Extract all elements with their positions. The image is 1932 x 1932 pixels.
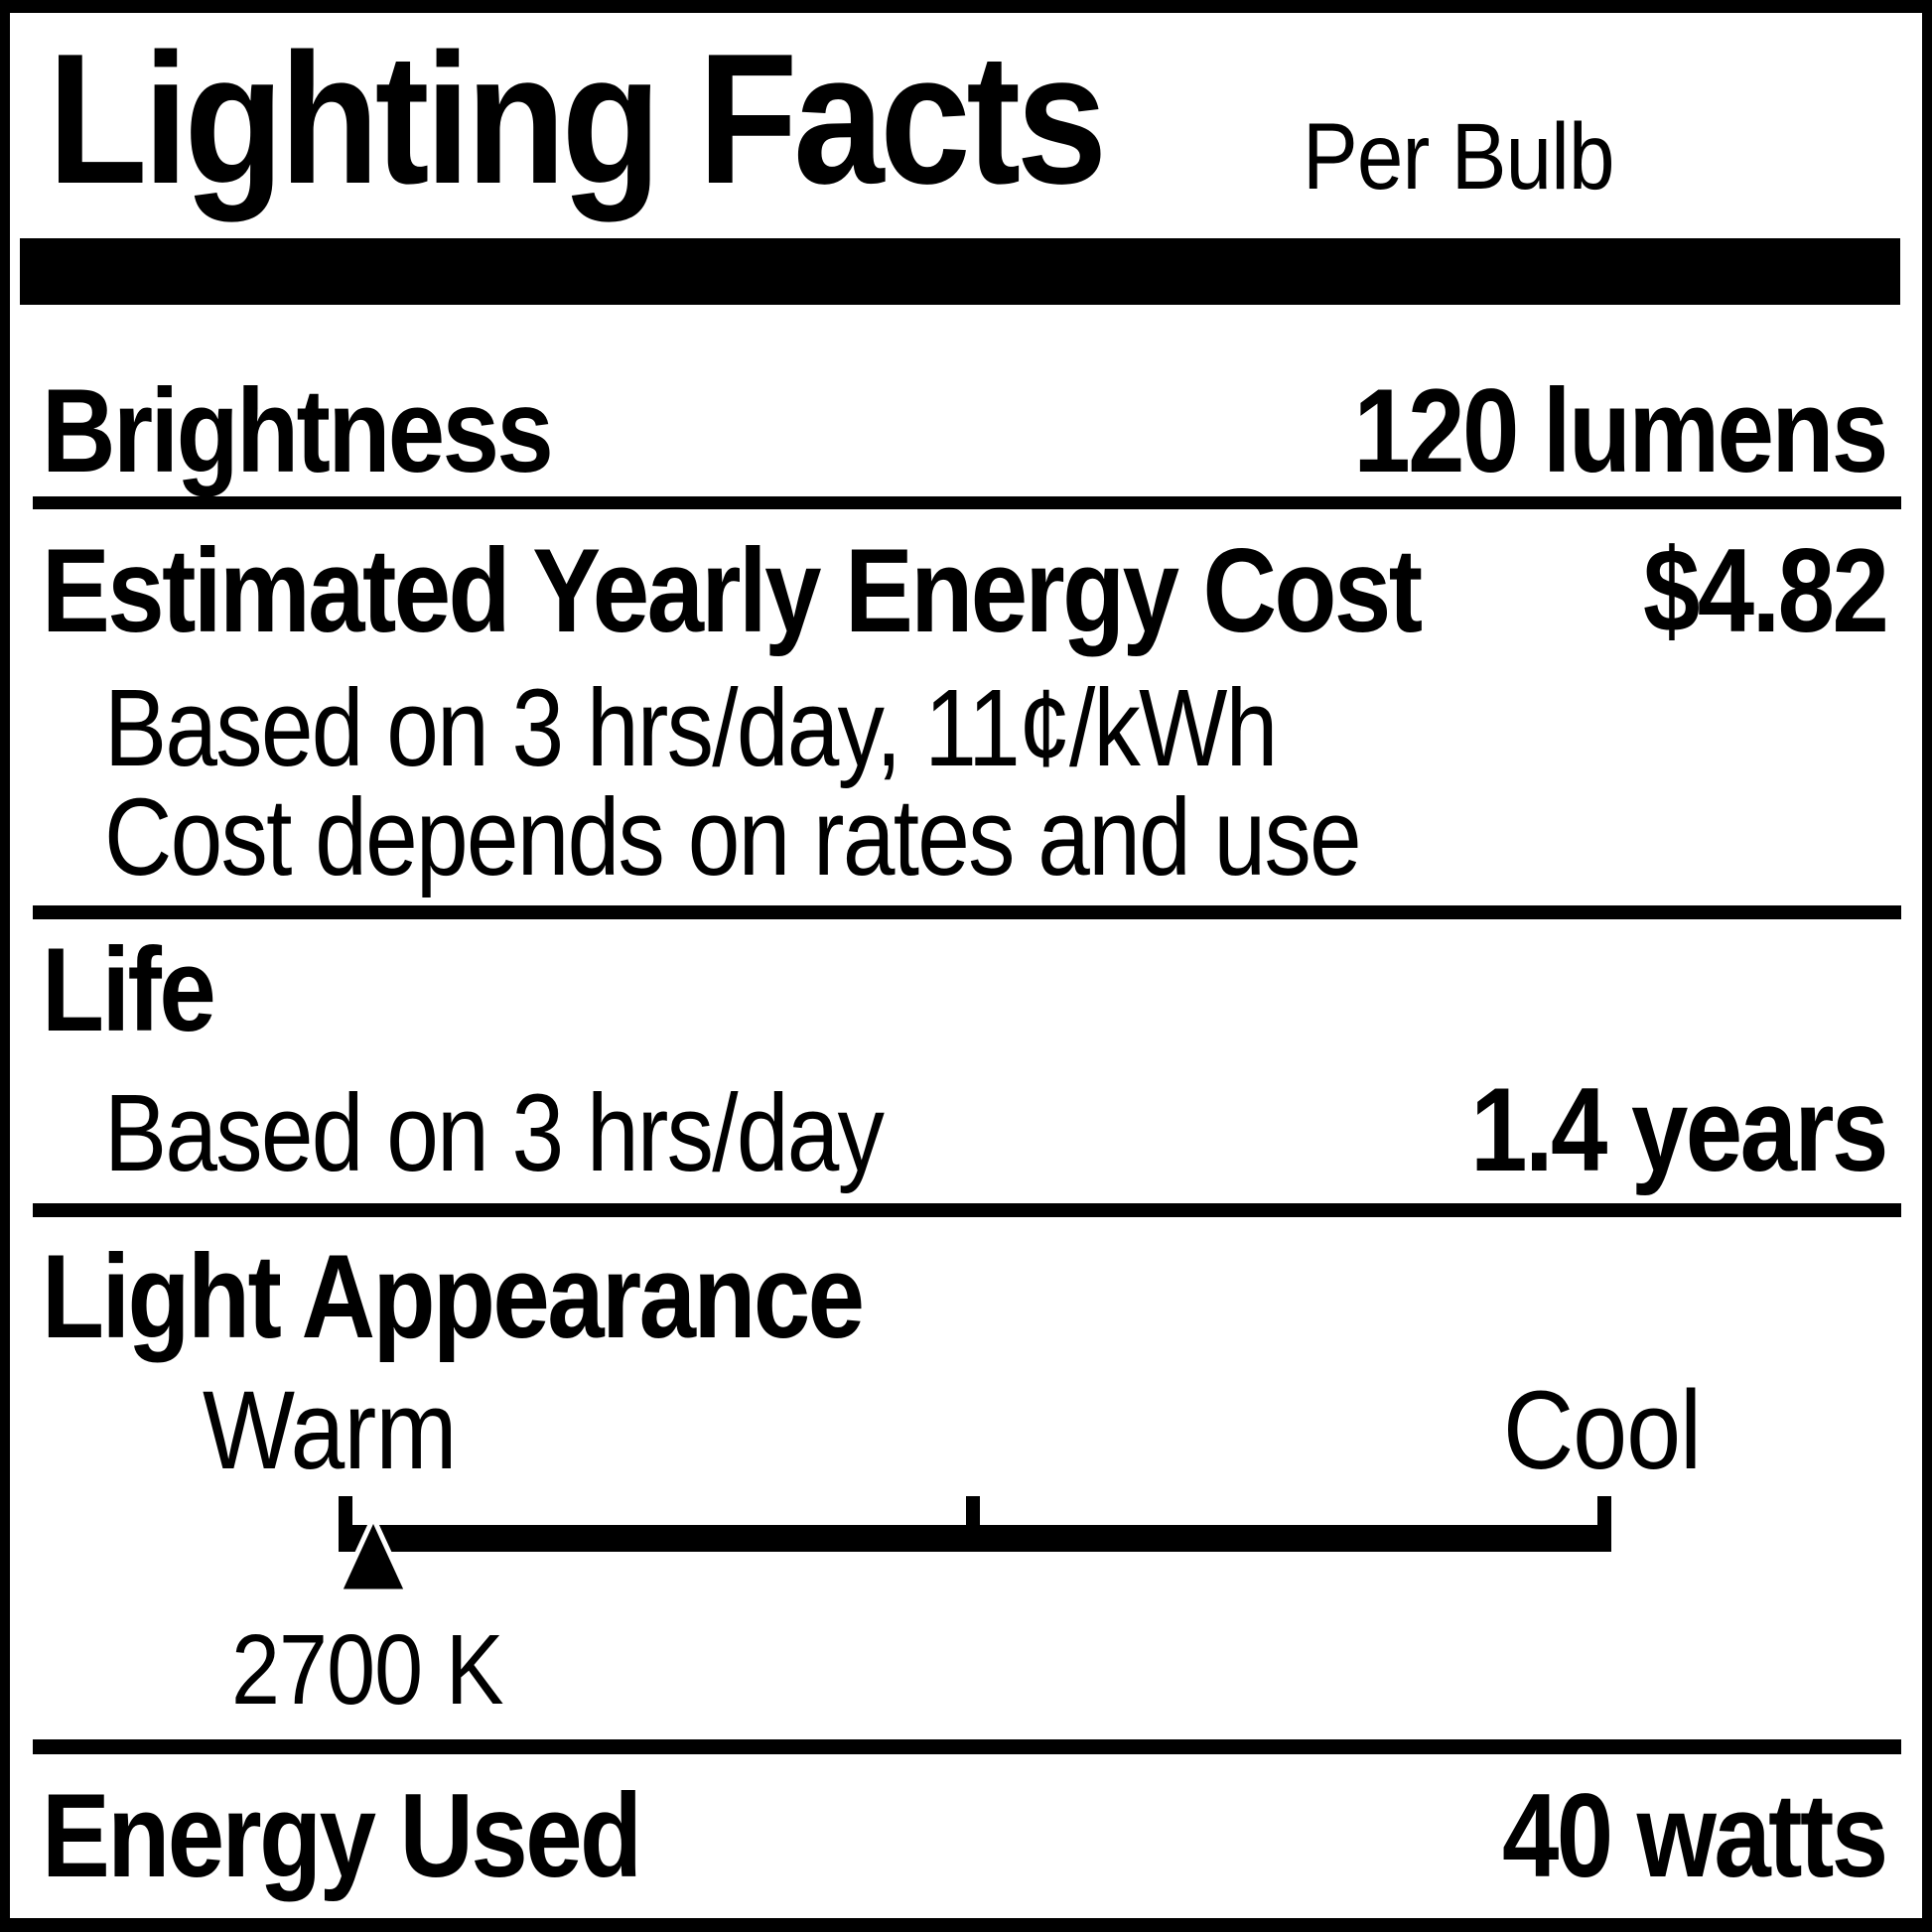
color-temperature-scale-bar <box>339 1525 1611 1552</box>
cool-label: Cool <box>1503 1368 1702 1492</box>
divider <box>33 1203 1901 1217</box>
page-title: Lighting Facts <box>48 15 1107 222</box>
brightness-value: 120 lumens <box>1353 364 1889 497</box>
life-label: Life <box>42 923 216 1056</box>
brightness-label: Brightness <box>42 364 554 497</box>
light-appearance-label: Light Appearance <box>42 1230 865 1363</box>
color-temperature-value: 2700 K <box>231 1614 504 1725</box>
life-basis: Based on 3 hrs/day <box>104 1072 885 1194</box>
energy-cost-basis: Based on 3 hrs/day, 11¢/kWh <box>104 667 1278 789</box>
divider <box>33 905 1901 919</box>
energy-cost-value: $4.82 <box>1642 524 1889 657</box>
header-bar <box>20 238 1900 305</box>
divider <box>33 1739 1901 1754</box>
divider <box>33 496 1901 509</box>
energy-used-value: 40 watts <box>1502 1769 1888 1902</box>
life-value: 1.4 years <box>1470 1063 1888 1196</box>
warm-label: Warm <box>203 1368 457 1492</box>
title-qualifier: Per Bulb <box>1303 104 1614 209</box>
color-temperature-marker-icon <box>335 1513 411 1594</box>
energy-cost-disclaimer: Cost depends on rates and use <box>104 776 1362 898</box>
energy-cost-label: Estimated Yearly Energy Cost <box>42 524 1423 657</box>
energy-used-label: Energy Used <box>42 1769 642 1902</box>
